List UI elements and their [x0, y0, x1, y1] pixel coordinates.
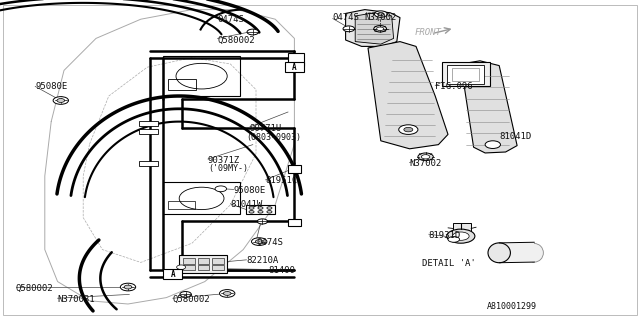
- Bar: [168, 201, 195, 209]
- Circle shape: [267, 211, 272, 213]
- Polygon shape: [461, 61, 517, 153]
- Polygon shape: [355, 12, 394, 44]
- Text: N370031: N370031: [58, 295, 95, 304]
- Circle shape: [418, 153, 433, 161]
- Circle shape: [223, 292, 231, 295]
- Text: (0803-0903): (0803-0903): [246, 133, 301, 142]
- Ellipse shape: [525, 244, 543, 262]
- Circle shape: [374, 11, 387, 17]
- Bar: [139, 129, 158, 134]
- Text: FIG.096: FIG.096: [435, 82, 473, 91]
- Text: 0474S: 0474S: [256, 238, 283, 247]
- Text: 0474S: 0474S: [218, 15, 244, 24]
- Text: 81931D: 81931D: [429, 231, 461, 240]
- Text: DETAIL 'A': DETAIL 'A': [422, 259, 476, 268]
- Circle shape: [257, 219, 268, 224]
- Text: 90371Z: 90371Z: [208, 156, 240, 164]
- Circle shape: [122, 284, 134, 290]
- Circle shape: [448, 236, 460, 242]
- Bar: [285, 62, 304, 72]
- Polygon shape: [346, 10, 400, 46]
- Text: A: A: [170, 270, 175, 279]
- Bar: [163, 182, 240, 214]
- Circle shape: [124, 285, 132, 289]
- Text: N37002: N37002: [410, 159, 442, 168]
- Bar: [139, 121, 158, 126]
- Bar: [453, 223, 471, 233]
- Bar: [198, 265, 209, 270]
- Circle shape: [53, 97, 68, 104]
- Circle shape: [249, 207, 254, 209]
- Bar: [183, 258, 195, 264]
- Text: A810001299: A810001299: [486, 302, 536, 311]
- Bar: [442, 62, 490, 86]
- Text: FRONT: FRONT: [415, 28, 442, 36]
- Circle shape: [120, 283, 136, 291]
- Text: Q580002: Q580002: [218, 36, 255, 44]
- Circle shape: [253, 239, 265, 244]
- Text: 82210A: 82210A: [246, 256, 278, 265]
- Circle shape: [215, 186, 227, 192]
- Circle shape: [374, 26, 386, 32]
- Bar: [212, 265, 224, 270]
- Circle shape: [258, 207, 263, 209]
- Text: 95080E: 95080E: [234, 186, 266, 195]
- Text: 81400: 81400: [269, 266, 296, 275]
- Circle shape: [180, 292, 191, 297]
- Bar: [139, 161, 158, 166]
- Text: 90771U: 90771U: [250, 124, 282, 132]
- Circle shape: [376, 27, 383, 31]
- Bar: [198, 258, 209, 264]
- Bar: [163, 269, 182, 279]
- Circle shape: [252, 238, 267, 245]
- Bar: [288, 219, 301, 226]
- Text: 95080E: 95080E: [35, 82, 67, 91]
- Bar: [183, 265, 195, 270]
- Circle shape: [177, 265, 186, 269]
- Text: ('09MY-): ('09MY-): [208, 164, 248, 173]
- Circle shape: [258, 211, 263, 213]
- Circle shape: [247, 29, 259, 35]
- Bar: [288, 53, 304, 66]
- Text: 81041W: 81041W: [230, 200, 262, 209]
- Text: A: A: [292, 63, 297, 72]
- Circle shape: [267, 207, 272, 209]
- Bar: [288, 165, 301, 173]
- Circle shape: [399, 125, 418, 134]
- Circle shape: [447, 229, 475, 243]
- Circle shape: [220, 290, 235, 297]
- Bar: [212, 258, 224, 264]
- Text: 81041D: 81041D: [499, 132, 531, 140]
- Circle shape: [374, 26, 387, 32]
- Text: Q580002: Q580002: [16, 284, 54, 292]
- Text: Q580002: Q580002: [173, 295, 211, 304]
- Circle shape: [421, 155, 430, 159]
- Bar: [179, 255, 227, 273]
- Circle shape: [57, 99, 65, 102]
- Circle shape: [485, 141, 500, 148]
- Polygon shape: [368, 42, 448, 149]
- Bar: [163, 56, 240, 96]
- Text: 0474S: 0474S: [333, 13, 360, 22]
- Circle shape: [378, 12, 384, 16]
- Bar: [452, 68, 479, 81]
- Ellipse shape: [488, 243, 511, 263]
- Circle shape: [55, 98, 67, 103]
- Circle shape: [404, 127, 413, 132]
- Bar: [447, 65, 484, 84]
- Circle shape: [249, 211, 254, 213]
- Circle shape: [452, 232, 469, 240]
- Bar: [168, 79, 196, 90]
- Circle shape: [221, 291, 233, 296]
- Bar: [246, 205, 275, 214]
- Bar: [499, 243, 534, 262]
- Circle shape: [255, 240, 263, 244]
- Text: 81951C: 81951C: [266, 176, 298, 185]
- Circle shape: [343, 26, 355, 32]
- Text: N37002: N37002: [365, 13, 397, 22]
